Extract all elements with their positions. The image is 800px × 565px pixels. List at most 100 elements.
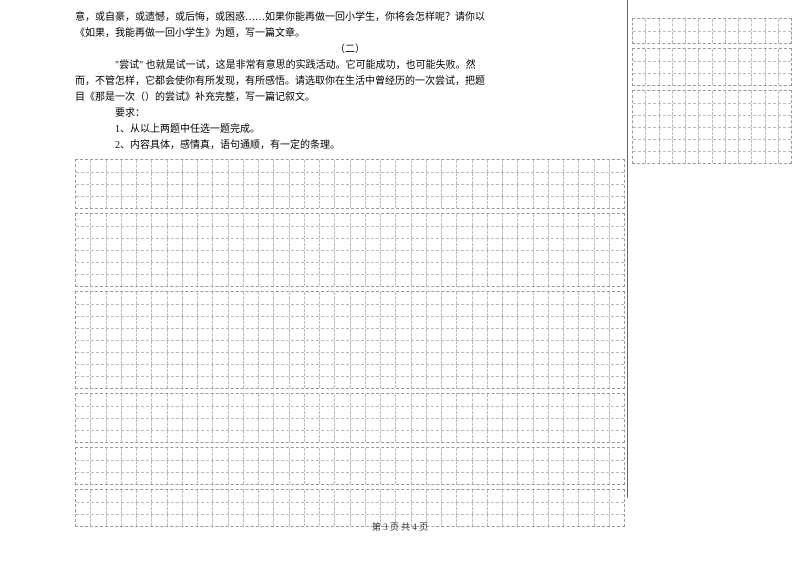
- grid-cell: [646, 116, 659, 127]
- grid-cell: [91, 407, 106, 418]
- grid-cell: [396, 419, 411, 430]
- grid-cell: [198, 448, 213, 460]
- grid-cell: [595, 431, 610, 442]
- grid-cell: [244, 263, 259, 274]
- grid-cell: [396, 394, 411, 406]
- grid-cell: [107, 214, 122, 226]
- grid-cell: [198, 239, 213, 250]
- grid-cell: [213, 461, 228, 472]
- grid-cell: [198, 227, 213, 238]
- grid-cell: [137, 239, 152, 250]
- grid-cell: [229, 239, 244, 250]
- grid-cell: [427, 185, 442, 196]
- grid-cell: [381, 503, 396, 514]
- grid-cell: [595, 197, 610, 208]
- grid-cell: [488, 394, 503, 406]
- grid-cell: [412, 263, 427, 274]
- grid-cell: [335, 173, 350, 184]
- line-3-text: "尝试" 也就是试一试，这是非常有意思的实践活动。它可能成功，也可能失败。然: [115, 60, 476, 71]
- grid-cell: [518, 317, 533, 328]
- grid-cell: [320, 239, 335, 250]
- grid-cell: [305, 461, 320, 472]
- grid-cell: [518, 227, 533, 238]
- grid-cell: [274, 185, 289, 196]
- grid-cell: [168, 292, 183, 304]
- grid-cell: [488, 263, 503, 274]
- grid-cell: [752, 128, 765, 139]
- grid-cell: [229, 490, 244, 502]
- grid-cell: [473, 473, 488, 484]
- grid-cell: [549, 431, 564, 442]
- grid-cell: [610, 341, 624, 352]
- grid-cell: [366, 394, 381, 406]
- grid-cell: [290, 263, 305, 274]
- grid-cell: [259, 365, 274, 376]
- grid-cell: [107, 305, 122, 316]
- grid-cell: [503, 239, 518, 250]
- grid-cell: [427, 353, 442, 364]
- grid-cell: [412, 448, 427, 460]
- grid-cell: [91, 448, 106, 460]
- grid-cell: [396, 263, 411, 274]
- grid-cell: [290, 341, 305, 352]
- grid-cell: [488, 419, 503, 430]
- grid-cell: [351, 490, 366, 502]
- grid-cell: [290, 239, 305, 250]
- grid-cell: [396, 407, 411, 418]
- grid-cell: [457, 365, 472, 376]
- grid-cell: [564, 329, 579, 340]
- grid-cell: [503, 263, 518, 274]
- grid-cell: [610, 503, 624, 514]
- grid-cell: [686, 152, 699, 163]
- grid-cell: [646, 74, 659, 85]
- grid-cell: [76, 263, 91, 274]
- grid-cell: [488, 251, 503, 262]
- grid-cell: [518, 251, 533, 262]
- grid-cell: [739, 19, 752, 31]
- grid-cell: [183, 377, 198, 388]
- grid-cell: [488, 185, 503, 196]
- grid-cell: [351, 292, 366, 304]
- grid-cell: [366, 353, 381, 364]
- grid-cell: [335, 305, 350, 316]
- grid-cell: [427, 461, 442, 472]
- grid-cell: [726, 140, 739, 151]
- grid-cell: [366, 503, 381, 514]
- grid-cell: [646, 140, 659, 151]
- grid-cell: [518, 214, 533, 226]
- grid-cell: [726, 128, 739, 139]
- grid-cell: [213, 239, 228, 250]
- grid-row: [633, 91, 791, 103]
- grid-cell: [579, 305, 594, 316]
- grid-cell: [579, 461, 594, 472]
- grid-cell: [381, 419, 396, 430]
- grid-cell: [152, 185, 167, 196]
- grid-cell: [107, 197, 122, 208]
- grid-cell: [396, 197, 411, 208]
- grid-cell: [183, 197, 198, 208]
- grid-cell: [488, 173, 503, 184]
- grid-cell: [779, 128, 791, 139]
- grid-cell: [503, 251, 518, 262]
- grid-cell: [351, 407, 366, 418]
- grid-row: [633, 19, 791, 31]
- grid-cell: [473, 461, 488, 472]
- grid-cell: [91, 365, 106, 376]
- grid-cell: [412, 329, 427, 340]
- grid-cell: [152, 305, 167, 316]
- grid-row: [633, 127, 791, 139]
- grid-cell: [183, 239, 198, 250]
- grid-section: [632, 48, 792, 86]
- grid-cell: [122, 329, 137, 340]
- grid-cell: [183, 419, 198, 430]
- grid-cell: [579, 353, 594, 364]
- grid-cell: [673, 62, 686, 73]
- grid-cell: [457, 394, 472, 406]
- grid-cell: [564, 317, 579, 328]
- grid-cell: [473, 329, 488, 340]
- grid-cell: [503, 197, 518, 208]
- grid-cell: [518, 329, 533, 340]
- grid-cell: [518, 353, 533, 364]
- grid-cell: [673, 128, 686, 139]
- grid-cell: [229, 275, 244, 286]
